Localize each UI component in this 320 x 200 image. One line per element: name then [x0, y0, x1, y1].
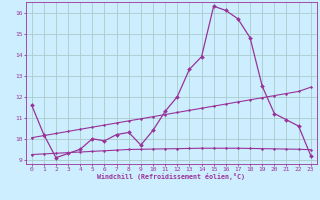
X-axis label: Windchill (Refroidissement éolien,°C): Windchill (Refroidissement éolien,°C)	[97, 173, 245, 180]
